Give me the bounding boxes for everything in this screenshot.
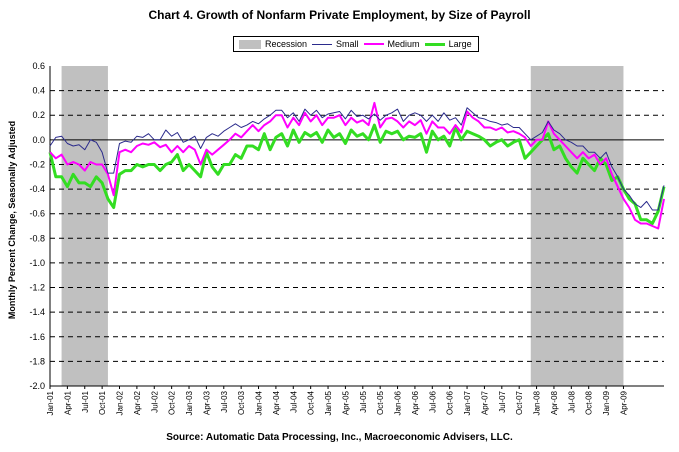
x-tick-label: Oct-03: [237, 390, 246, 415]
small-swatch: [312, 43, 333, 45]
y-tick-label: 0.4: [32, 86, 45, 96]
x-tick-label: Jul-01: [81, 390, 90, 412]
x-tick-label: Jul-06: [428, 390, 437, 412]
legend-recession-label: Recession: [265, 39, 308, 49]
x-tick-label: Apr-02: [133, 390, 142, 415]
y-tick-label: -2.0: [29, 381, 45, 391]
x-tick-label: Jan-01: [46, 390, 55, 415]
x-tick-label: Oct-07: [515, 390, 524, 415]
y-tick-label: -0.8: [29, 233, 45, 243]
y-tick-label: -1.6: [29, 332, 45, 342]
x-tick-label: Jul-02: [150, 390, 159, 412]
x-tick-label: Oct-05: [376, 390, 385, 415]
y-tick-label: -1.8: [29, 356, 45, 366]
x-tick-label: Jan-08: [533, 390, 542, 415]
x-tick-label: Jul-04: [289, 390, 298, 412]
x-tick-label: Apr-07: [480, 390, 489, 415]
x-tick-label: Apr-09: [619, 390, 628, 415]
x-tick-label: Jan-06: [394, 390, 403, 415]
y-tick-label: -0.6: [29, 209, 45, 219]
x-tick-label: Jul-05: [359, 390, 368, 412]
y-tick-label: 0.6: [32, 61, 45, 71]
x-tick-label: Jul-03: [220, 390, 229, 412]
series-line-small: [49, 107, 665, 211]
chart-title: Chart 4. Growth of Nonfarm Private Emplo…: [148, 8, 531, 22]
x-tick-label: Oct-01: [98, 390, 107, 415]
x-tick-label: Jul-08: [567, 390, 576, 412]
x-tick-label: Oct-08: [585, 390, 594, 415]
y-tick-label: -1.2: [29, 283, 45, 293]
x-tick-label: Apr-08: [550, 390, 559, 415]
x-tick-label: Jan-03: [185, 390, 194, 415]
x-tick-label: Jan-09: [602, 390, 611, 415]
legend: Recession Small Medium Large: [233, 36, 479, 52]
x-tick-label: Oct-02: [168, 390, 177, 415]
legend-medium: Medium: [363, 39, 420, 49]
source-note: Source: Automatic Data Processing, Inc.,…: [166, 432, 513, 443]
x-tick-label: Apr-01: [63, 390, 72, 415]
legend-small: Small: [312, 39, 359, 49]
y-tick-label: -1.0: [29, 258, 45, 268]
y-tick-label: -0.4: [29, 184, 45, 194]
x-tick-label: Jan-04: [255, 390, 264, 415]
x-tick-label: Jan-02: [116, 390, 125, 415]
y-tick-label: -0.2: [29, 159, 45, 169]
x-tick-label: Apr-03: [202, 390, 211, 415]
x-tick-label: Jul-07: [498, 390, 507, 412]
x-tick-label: Oct-04: [307, 390, 316, 415]
legend-large: Large: [424, 39, 472, 49]
x-tick-label: Jan-05: [324, 390, 333, 415]
x-tick-label: Jan-07: [463, 390, 472, 415]
y-tick-label: -1.4: [29, 307, 45, 317]
series-line-large: [48, 123, 666, 225]
medium-swatch: [363, 43, 384, 45]
legend-medium-label: Medium: [387, 39, 420, 49]
recession-swatch: [239, 39, 261, 49]
x-tick-label: Apr-05: [341, 390, 350, 415]
y-tick-label: 0.2: [32, 110, 45, 120]
recession-band-2: [530, 66, 624, 386]
legend-large-label: Large: [448, 39, 472, 49]
x-tick-label: Apr-04: [272, 390, 281, 415]
x-tick-label: Apr-06: [411, 390, 420, 415]
legend-recession: Recession: [239, 39, 307, 49]
recession-band-1: [61, 66, 108, 386]
x-tick-label: Oct-06: [446, 390, 455, 415]
series-line-medium: [49, 101, 665, 230]
large-swatch: [424, 42, 445, 46]
legend-small-label: Small: [336, 39, 359, 49]
y-tick-label: 0.0: [32, 135, 45, 145]
